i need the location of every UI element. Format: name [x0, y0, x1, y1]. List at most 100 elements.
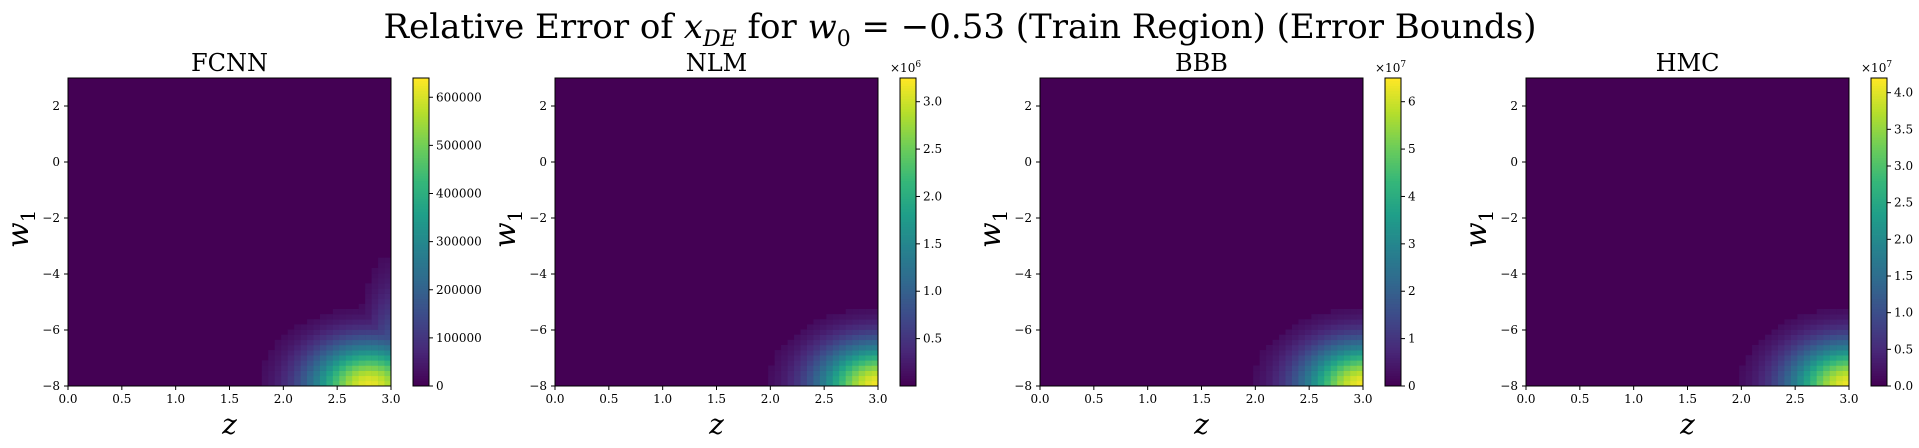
colorbar-segment	[1871, 152, 1887, 156]
heatmap-cell	[294, 329, 301, 335]
colorbar-segment	[1871, 157, 1887, 161]
heatmap-cell	[1790, 329, 1798, 335]
heatmap-cell	[326, 329, 334, 335]
heatmap-cell	[806, 344, 814, 351]
colorbar-segment	[413, 296, 429, 300]
heatmap-cell	[1803, 344, 1811, 351]
heatmap-cell	[358, 314, 366, 320]
heatmap-cell	[1356, 370, 1364, 377]
heatmap-cell	[1765, 339, 1772, 346]
heatmap-cell	[800, 365, 808, 371]
heatmap-cell	[294, 380, 301, 387]
colorbar-segment	[413, 93, 429, 97]
x-tick-label: 1.0	[1138, 392, 1157, 406]
heatmap-cell	[1343, 365, 1351, 371]
colorbar-segment	[1871, 309, 1887, 312]
heatmap-cell	[1758, 380, 1766, 387]
heatmap-cell	[345, 370, 353, 377]
colorbar-tick-label: 2	[1408, 284, 1416, 298]
colorbar-segment	[1385, 314, 1401, 318]
heatmap-cell	[813, 360, 821, 366]
heatmap-cell	[313, 375, 321, 382]
colorbar-segment	[1871, 139, 1887, 143]
heatmap-cell	[1803, 339, 1811, 346]
heatmap-cell	[1350, 350, 1357, 356]
heatmap-cell	[1324, 350, 1331, 356]
heatmap-cell	[871, 309, 879, 315]
heatmap-cell	[1739, 375, 1746, 382]
heatmap-cell	[871, 375, 879, 382]
colorbar-segment	[900, 298, 916, 302]
heatmap-cell	[1810, 329, 1817, 335]
colorbar-tick-label: 3.0	[1894, 159, 1913, 173]
heatmap-cell	[858, 344, 866, 351]
heatmap-cell	[858, 309, 866, 315]
colorbar-segment	[1871, 201, 1887, 205]
heatmap-cell	[319, 375, 327, 382]
colorbar-segment	[1385, 306, 1401, 310]
y-tick-label: −8	[1500, 379, 1518, 393]
heatmap-cell	[1810, 380, 1817, 387]
colorbar-tick-label: 3	[1408, 237, 1416, 251]
heatmap-cell	[865, 324, 872, 330]
colorbar-tick-label: 100000	[436, 331, 482, 345]
heatmap-cell	[1298, 370, 1306, 377]
colorbar-segment	[1385, 270, 1401, 274]
heatmap-cell	[839, 365, 846, 371]
colorbar-segment	[1385, 257, 1401, 261]
heatmap-cell	[1803, 324, 1811, 330]
heatmap-cell	[806, 324, 814, 330]
colorbar-segment	[1385, 352, 1401, 356]
colorbar-segment	[413, 121, 429, 125]
heatmap-cell	[1771, 329, 1779, 335]
heatmap-cell	[839, 314, 846, 320]
colorbar-segment	[1385, 249, 1401, 253]
heatmap-cell	[826, 365, 834, 371]
heatmap-cell	[371, 365, 379, 371]
x-tick-label: 1.0	[1624, 392, 1643, 406]
heatmap-cell	[819, 319, 827, 325]
heatmap-cell	[871, 380, 879, 387]
colorbar-segment	[900, 183, 916, 187]
heatmap-cell	[1317, 334, 1325, 341]
heatmap-cell	[371, 314, 379, 320]
heatmap-cell	[852, 355, 859, 361]
heatmap-cell	[352, 339, 359, 346]
heatmap-cell	[813, 339, 821, 346]
heatmap-cell	[1304, 329, 1312, 335]
heatmap-cell	[819, 339, 827, 346]
colorbar-segment	[900, 368, 916, 371]
heatmap-cell	[300, 380, 308, 387]
heatmap-cell	[1356, 339, 1364, 346]
colorbar-segment	[1871, 83, 1887, 87]
heatmap-cell	[794, 360, 801, 366]
heatmap-cell	[781, 355, 788, 361]
colorbar-segment	[900, 278, 916, 282]
heatmap-cell	[826, 319, 834, 325]
heatmap-cell	[1797, 334, 1805, 341]
heatmap-cell	[268, 360, 276, 366]
heatmap-cell	[1311, 334, 1319, 341]
colorbar-segment	[1385, 90, 1401, 94]
heatmap-cell	[1816, 380, 1824, 387]
heatmap-cell	[268, 350, 276, 356]
colorbar-segment	[1385, 291, 1401, 294]
heatmap-cell	[319, 365, 327, 371]
x-axis-label: z	[221, 408, 237, 441]
heatmap-cell	[339, 334, 347, 341]
heatmap-cell	[1343, 314, 1351, 320]
colorbar-segment	[900, 283, 916, 287]
heatmap-cell	[1350, 344, 1357, 351]
heatmap-cell	[1298, 344, 1306, 351]
colorbar-segment	[413, 249, 429, 253]
colorbar-segment	[1871, 190, 1887, 194]
colorbar-segment	[413, 214, 429, 217]
heatmap-cell	[806, 380, 814, 387]
colorbar-frame	[899, 77, 917, 387]
colorbar-segment	[413, 124, 429, 128]
panel-title: NLM	[686, 49, 748, 77]
heatmap-cell	[307, 334, 314, 341]
colorbar-segment	[413, 247, 429, 251]
colorbar-segment	[1871, 242, 1887, 246]
heatmap-cell	[1350, 365, 1357, 371]
